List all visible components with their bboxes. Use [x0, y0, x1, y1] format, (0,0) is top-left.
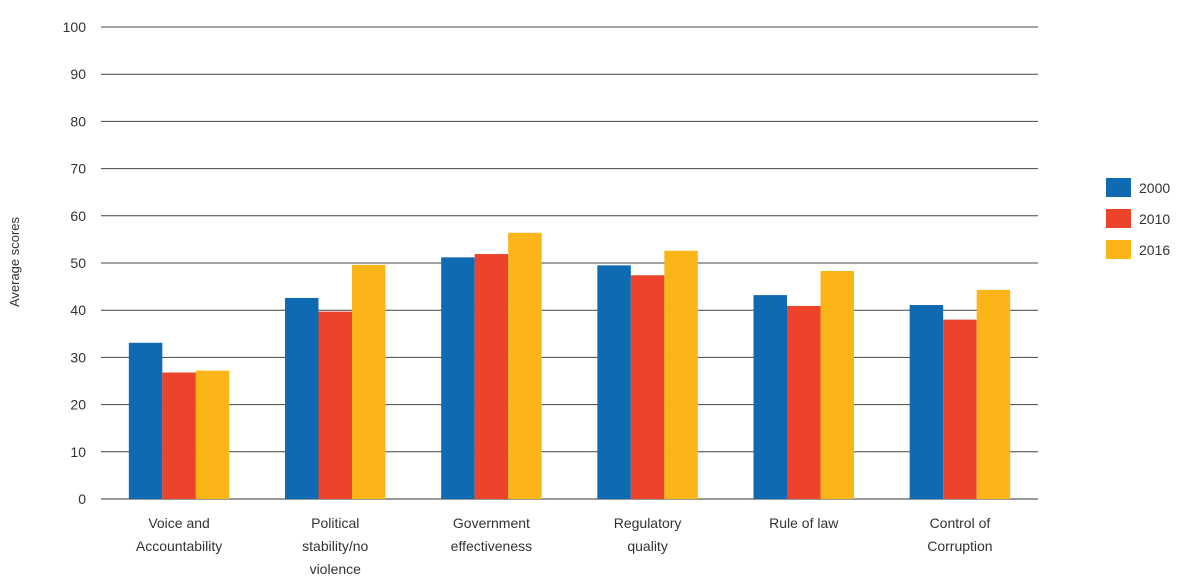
legend-label-2010: 2010	[1139, 211, 1170, 227]
bar-2016	[664, 250, 698, 499]
bar-2016	[195, 370, 230, 499]
bar-2016	[820, 271, 854, 499]
legend-swatch-2016	[1106, 240, 1131, 259]
bar-2010	[787, 305, 821, 499]
y-tick-label: 40	[70, 302, 86, 318]
bar-2000	[909, 305, 944, 499]
bar-2016	[508, 232, 542, 500]
y-tick-label: 80	[70, 113, 86, 129]
x-tick-label: Voice and Accountability	[136, 515, 222, 554]
bar-2010	[474, 254, 509, 499]
bar-2010	[162, 372, 196, 499]
y-tick-label: 10	[70, 444, 86, 460]
legend-swatch-2000	[1106, 178, 1131, 197]
legend-label-2000: 2000	[1139, 180, 1170, 196]
bar-2010	[318, 311, 352, 499]
gridlines	[101, 26, 1038, 500]
bar-2000	[285, 297, 319, 499]
y-tick-label: 90	[70, 66, 86, 82]
legend-label-2016: 2016	[1139, 242, 1170, 258]
y-axis-ticks: 0 10 20 30 40 50 60 70 80 90 100	[63, 19, 87, 507]
bar-2000	[441, 257, 475, 499]
y-axis-label: Average scores	[7, 216, 22, 307]
legend-swatch-2010	[1106, 209, 1131, 228]
x-tick-label: Government effectiveness	[451, 515, 532, 554]
x-axis-ticks: Voice and Accountability Political stabilit…	[136, 515, 993, 577]
y-tick-label: 70	[70, 161, 86, 177]
y-tick-label: 0	[78, 491, 86, 507]
y-tick-label: 30	[70, 349, 86, 365]
y-tick-label: 20	[70, 397, 86, 413]
bar-2000	[597, 265, 631, 499]
x-tick-label: Political stability/no violence	[302, 515, 368, 577]
bar-2010	[943, 319, 977, 499]
bar-2010	[630, 275, 665, 499]
bar-2000	[128, 342, 163, 499]
x-tick-label: Control of Corruption	[927, 515, 992, 554]
x-tick-label: Rule of law	[769, 515, 839, 531]
legend: 2000 2010 2016	[1106, 178, 1170, 259]
y-tick-label: 50	[70, 255, 86, 271]
bar-2016	[352, 264, 386, 499]
bar-2016	[976, 289, 1011, 499]
y-tick-label: 60	[70, 208, 86, 224]
x-tick-label: Regulatory quality	[614, 515, 682, 554]
bars	[128, 232, 1011, 500]
bar-2000	[753, 295, 787, 499]
y-tick-label: 100	[63, 19, 87, 35]
